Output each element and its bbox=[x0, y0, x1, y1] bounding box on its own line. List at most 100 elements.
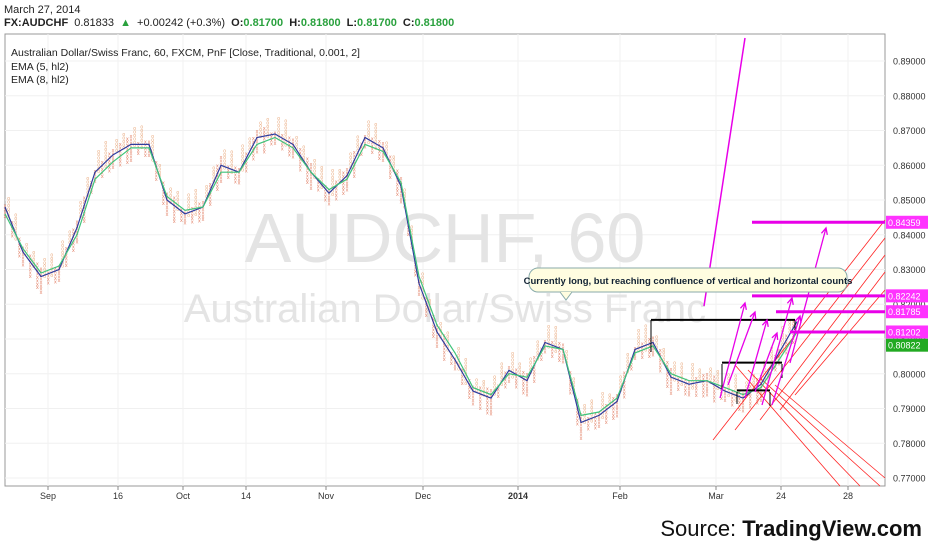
pnf-o-mark: o bbox=[97, 149, 100, 155]
pnf-o-mark: o bbox=[662, 357, 665, 363]
pnf-x-mark: x bbox=[551, 350, 554, 356]
pnf-o-mark: o bbox=[475, 378, 478, 384]
pnf-x-mark: x bbox=[90, 183, 93, 189]
pnf-x-mark: x bbox=[522, 377, 525, 383]
pnf-o-mark: o bbox=[446, 344, 449, 350]
pnf-o-mark: o bbox=[367, 126, 370, 132]
pnf-o-mark: o bbox=[583, 420, 586, 426]
pnf-x-mark: x bbox=[353, 164, 356, 170]
pnf-x-mark: x bbox=[453, 360, 456, 366]
pnf-x-mark: x bbox=[39, 287, 42, 293]
pnf-x-mark: x bbox=[738, 397, 741, 403]
pnf-o-mark: o bbox=[284, 119, 287, 125]
pnf-o-mark: o bbox=[781, 342, 784, 348]
pnf-x-mark: x bbox=[119, 156, 122, 162]
pnf-x-mark: x bbox=[396, 185, 399, 191]
pnf-x-mark: x bbox=[165, 212, 168, 218]
pnf-x-mark: x bbox=[378, 156, 381, 162]
pnf-x-mark: x bbox=[504, 371, 507, 377]
symbol-label[interactable]: FX:AUDCHF bbox=[4, 17, 69, 29]
pnf-x-mark: x bbox=[252, 153, 255, 159]
pnf-x-mark: x bbox=[371, 147, 374, 153]
pnf-x-mark: x bbox=[219, 165, 222, 171]
pnf-x-mark: x bbox=[705, 382, 708, 388]
pnf-x-mark: x bbox=[399, 200, 402, 206]
pnf-x-mark: x bbox=[317, 187, 320, 193]
pnf-x-mark: x bbox=[306, 180, 309, 186]
pnf-o-mark: o bbox=[356, 135, 359, 141]
pnf-x-mark: x bbox=[623, 371, 626, 377]
pnf-x-mark: x bbox=[702, 390, 705, 396]
pnf-x-mark: x bbox=[594, 415, 597, 421]
pnf-o-mark: o bbox=[295, 135, 298, 141]
pnf-x-mark: x bbox=[309, 182, 312, 188]
pnf-x-mark: x bbox=[522, 370, 525, 376]
pnf-x-mark: x bbox=[435, 330, 438, 336]
pnf-o-mark: o bbox=[302, 151, 305, 157]
pnf-o-mark: o bbox=[482, 379, 485, 385]
pnf-o-mark: o bbox=[284, 139, 287, 145]
pnf-x-mark: x bbox=[137, 151, 140, 157]
pnf-o-mark: o bbox=[151, 134, 154, 140]
pnf-o-mark: o bbox=[277, 116, 280, 122]
pnf-o-mark: o bbox=[698, 374, 701, 380]
pnf-o-mark: o bbox=[14, 219, 17, 225]
pnf-x-mark: x bbox=[327, 202, 330, 208]
pnf-o-mark: o bbox=[464, 374, 467, 380]
pnf-x-mark: x bbox=[137, 148, 140, 154]
pnf-x-mark: x bbox=[396, 189, 399, 195]
pnf-x-mark: x bbox=[119, 163, 122, 169]
price-chart[interactable]: AUDCHF, 60 Australian Dollar/Swiss Franc… bbox=[0, 0, 932, 510]
pnf-x-mark: x bbox=[756, 401, 759, 407]
pnf-x-mark: x bbox=[288, 153, 291, 159]
pnf-o-mark: o bbox=[601, 391, 604, 397]
pnf-x-mark: x bbox=[687, 379, 690, 385]
pnf-x-mark: x bbox=[774, 368, 777, 374]
pnf-x-mark: x bbox=[36, 282, 39, 288]
pnf-x-mark: x bbox=[165, 209, 168, 215]
pnf-x-mark: x bbox=[39, 280, 42, 286]
pnf-x-mark: x bbox=[558, 348, 561, 354]
pnf-o-mark: o bbox=[691, 375, 694, 381]
pnf-o-mark: o bbox=[763, 377, 766, 383]
pnf-x-mark: x bbox=[461, 371, 464, 377]
pnf-o-mark: o bbox=[475, 388, 478, 394]
chart-pane[interactable] bbox=[4, 33, 886, 487]
pnf-x-mark: x bbox=[669, 384, 672, 390]
pnf-o-mark: o bbox=[403, 187, 406, 193]
pnf-x-mark: x bbox=[54, 276, 57, 282]
pnf-x-mark: x bbox=[396, 178, 399, 184]
pnf-x-mark: x bbox=[245, 165, 248, 171]
pnf-o-mark: o bbox=[439, 325, 442, 331]
pnf-x-mark: x bbox=[687, 382, 690, 388]
pnf-x-mark: x bbox=[119, 152, 122, 158]
pnf-x-mark: x bbox=[558, 358, 561, 364]
pnf-x-mark: x bbox=[507, 372, 510, 378]
pnf-o-mark: o bbox=[626, 355, 629, 361]
pnf-x-mark: x bbox=[111, 155, 114, 161]
pnf-o-mark: o bbox=[518, 369, 521, 375]
arrow-head bbox=[794, 314, 802, 324]
annotation-callout[interactable]: Currently long, but reaching confluence … bbox=[524, 267, 853, 301]
pnf-o-mark: o bbox=[626, 352, 629, 358]
pnf-x-mark: x bbox=[183, 214, 186, 220]
pnf-o-mark: o bbox=[133, 130, 136, 136]
pnf-o-mark: o bbox=[626, 362, 629, 368]
time-axis[interactable]: Sep 16 Oct 14 Nov Dec 2014 Feb Mar 24 28 bbox=[40, 486, 853, 501]
pnf-x-mark: x bbox=[263, 150, 266, 156]
pnf-x-mark: x bbox=[615, 413, 618, 419]
pnf-x-mark: x bbox=[615, 400, 618, 406]
pnf-x-mark: x bbox=[126, 160, 129, 166]
pnf-x-mark: x bbox=[173, 209, 176, 215]
pnf-o-mark: o bbox=[644, 330, 647, 336]
pnf-o-mark: o bbox=[637, 338, 640, 344]
pnf-o-mark: o bbox=[7, 199, 10, 205]
pnf-x-mark: x bbox=[468, 388, 471, 394]
price-axis[interactable]: 0.89000 0.88000 0.87000 0.86000 0.85000 0.840… bbox=[886, 57, 928, 484]
pnf-x-mark: x bbox=[327, 191, 330, 197]
pnf-x-mark: x bbox=[389, 168, 392, 174]
pnf-o-mark: o bbox=[295, 142, 298, 148]
pnf-o-mark: o bbox=[421, 272, 424, 278]
pnf-x-mark: x bbox=[353, 160, 356, 166]
pnf-x-mark: x bbox=[345, 167, 348, 173]
